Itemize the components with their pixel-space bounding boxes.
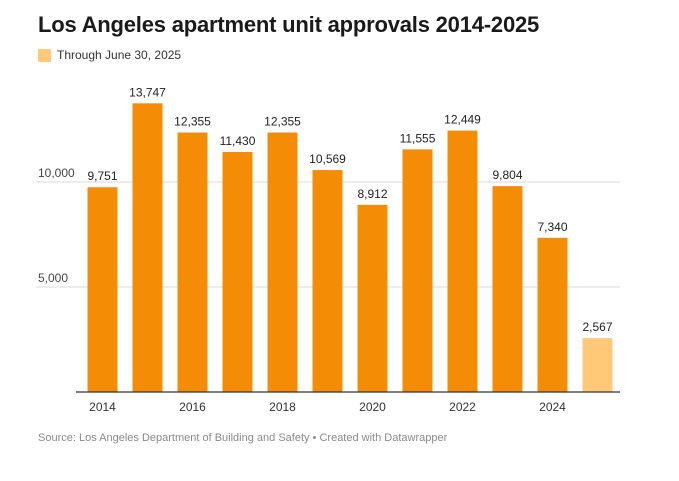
bar-2024 [537, 237, 568, 392]
bar-value-label: 2,567 [582, 320, 612, 334]
bar-value-label: 13,747 [129, 85, 166, 99]
bar-value-label: 11,430 [220, 134, 256, 148]
bar-value-label: 9,804 [492, 168, 522, 182]
x-tick-label: 2016 [179, 400, 206, 414]
bar-value-label: 7,340 [537, 220, 567, 234]
bar-value-label: 8,912 [357, 187, 387, 201]
bar-2025 [582, 338, 613, 392]
x-tick-label: 2024 [539, 400, 566, 414]
x-tick-label: 2022 [449, 400, 476, 414]
bar-2018 [267, 132, 298, 393]
bar-value-label: 12,449 [444, 113, 481, 127]
x-tick-label: 2018 [269, 400, 296, 414]
bar-2019 [312, 170, 343, 392]
legend-label: Through June 30, 2025 [57, 48, 182, 62]
y-tick-label: 5,000 [38, 271, 68, 285]
bar-value-label: 10,569 [309, 152, 346, 166]
chart-title: Los Angeles apartment unit approvals 201… [38, 12, 540, 37]
bar-2022 [447, 130, 478, 393]
x-tick-label: 2014 [89, 400, 116, 414]
x-tick-label: 2020 [359, 400, 386, 414]
bar-2016 [177, 132, 208, 393]
bar-2017 [222, 151, 253, 392]
legend-swatch [38, 48, 51, 62]
bar-2023 [492, 186, 523, 392]
legend: Through June 30, 2025 [38, 48, 181, 62]
bar-2014 [87, 187, 118, 392]
y-tick-label: 10,000 [38, 166, 75, 180]
bar-2020 [357, 204, 388, 392]
bar-2015 [132, 103, 163, 393]
source-note: Source: Los Angeles Department of Buildi… [38, 432, 448, 444]
bar-value-label: 9,751 [87, 169, 117, 183]
bar-2021 [402, 149, 433, 392]
bar-value-label: 11,555 [400, 131, 436, 145]
bar-value-label: 12,355 [264, 115, 301, 129]
bar-value-label: 12,355 [174, 115, 211, 129]
